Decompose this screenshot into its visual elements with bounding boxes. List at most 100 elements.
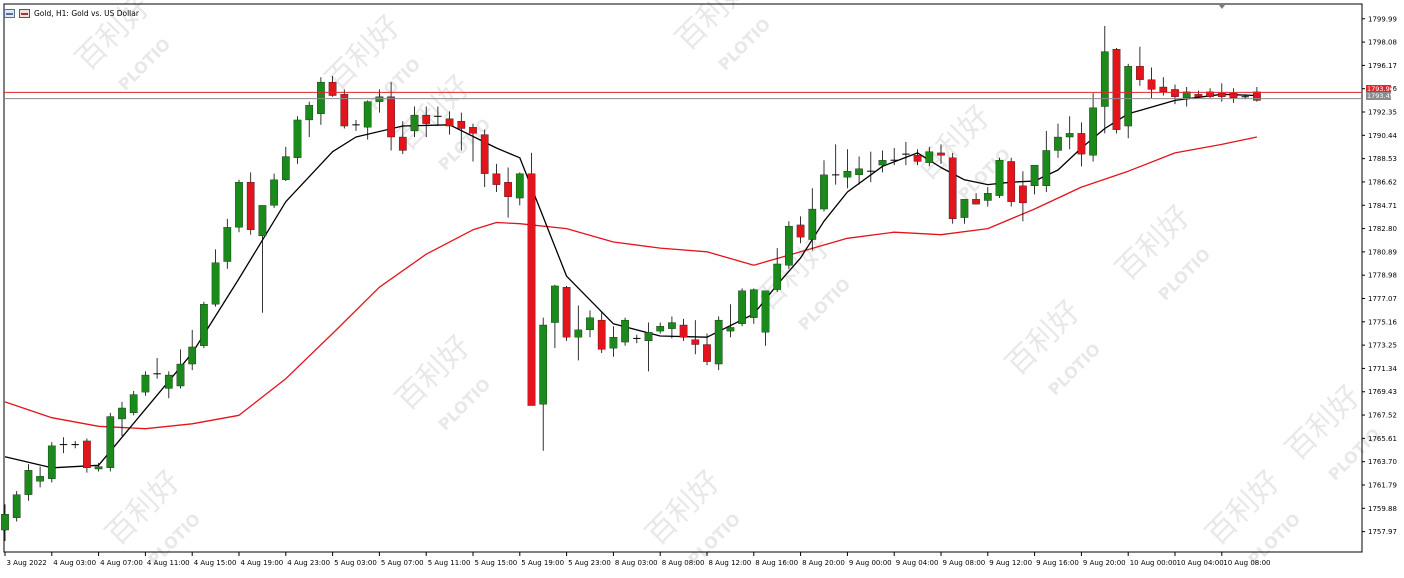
candle — [258, 205, 267, 313]
candle-body — [387, 96, 395, 138]
candle — [1147, 67, 1156, 98]
candle — [363, 100, 372, 140]
candle — [656, 322, 665, 334]
candle — [1206, 88, 1214, 98]
candle-body — [118, 407, 126, 420]
candle — [293, 116, 302, 164]
x-tick-label: 9 Aug 04:00 — [896, 559, 939, 567]
candle — [235, 179, 243, 233]
candles-layer — [1, 25, 1261, 542]
time-axis[interactable]: 3 Aug 2022 4 Aug 03:00 4 Aug 07:00 4 Aug 11… — [4, 552, 1271, 567]
candle — [937, 144, 945, 164]
candle — [469, 123, 477, 162]
candle-body — [668, 322, 676, 329]
price-axis[interactable]: 1799.991798.081796.171794.261792.351790.… — [1362, 15, 1397, 536]
candle-body — [1229, 92, 1238, 99]
chart-shift-marker — [1219, 5, 1225, 9]
candle — [633, 334, 641, 344]
candle — [761, 290, 770, 346]
y-tick-label: 1778.98 — [1368, 272, 1397, 280]
candle-body — [703, 344, 711, 362]
candle — [902, 141, 910, 166]
moving-average-fast — [4, 93, 1257, 469]
y-tick-label: 1799.99 — [1368, 15, 1397, 23]
candle — [176, 349, 185, 389]
candle-body — [773, 263, 782, 290]
x-tick-label: 8 Aug 16:00 — [755, 559, 798, 567]
candle — [1124, 63, 1133, 139]
candle — [83, 438, 91, 473]
candle — [913, 149, 922, 166]
ask-price-label: 1793.45 — [1366, 92, 1394, 100]
candle-body — [469, 127, 477, 134]
candle-body — [726, 327, 735, 332]
x-tick-label: 5 Aug 23:00 — [568, 559, 611, 567]
candle — [644, 322, 653, 372]
candle-body — [83, 440, 91, 468]
candle — [434, 106, 442, 127]
candle-body — [164, 374, 173, 389]
candle-body — [972, 199, 980, 205]
candle-body — [1159, 86, 1168, 93]
candle-body — [937, 152, 945, 156]
candle — [597, 311, 606, 354]
candle — [305, 101, 314, 138]
chart-title-bar: Gold, H1: Gold vs. US Dollar — [4, 6, 139, 20]
candle — [59, 437, 68, 454]
candle — [527, 152, 536, 406]
candle-body — [422, 114, 431, 124]
x-tick-label: 5 Aug 03:00 — [334, 559, 377, 567]
candle — [94, 462, 103, 472]
y-tick-label: 1777.07 — [1368, 295, 1397, 303]
candle — [621, 317, 629, 346]
candle — [832, 144, 840, 185]
candle-body — [1217, 92, 1226, 97]
x-tick-label: 8 Aug 08:00 — [662, 559, 705, 567]
candle — [551, 284, 559, 349]
candle-body — [1124, 66, 1133, 127]
x-tick-label: 5 Aug 07:00 — [381, 559, 424, 567]
candle — [246, 172, 255, 235]
candle — [515, 172, 524, 206]
candle-body — [574, 329, 583, 338]
x-tick-label: 8 Aug 20:00 — [802, 559, 845, 567]
candle-body — [1089, 107, 1097, 156]
candle — [340, 89, 349, 129]
candle-body — [808, 208, 817, 240]
candle-body — [445, 118, 454, 127]
candle-body — [1, 514, 9, 531]
candle — [71, 440, 79, 449]
candle-body — [1100, 51, 1109, 107]
ma-fast-line — [4, 93, 1257, 469]
candle — [1253, 86, 1261, 102]
candle-body — [36, 476, 44, 482]
x-tick-label: 9 Aug 20:00 — [1083, 559, 1126, 567]
candle — [492, 163, 501, 192]
candle — [12, 490, 21, 522]
candle — [1136, 46, 1144, 86]
chart-window-icon[interactable] — [4, 8, 15, 18]
candle-body — [235, 182, 243, 228]
x-tick-label: 8 Aug 03:00 — [615, 559, 658, 567]
chart-type-icon[interactable] — [19, 8, 30, 18]
candle — [106, 412, 115, 472]
candle-body — [305, 105, 314, 121]
x-tick-label: 8 Aug 12:00 — [709, 559, 752, 567]
candle — [843, 149, 852, 189]
ma-slow-line — [4, 136, 1258, 430]
candle — [808, 188, 817, 251]
chart-border — [3, 3, 1363, 553]
candle — [867, 151, 875, 183]
x-tick-label: 3 Aug 2022 — [7, 559, 47, 567]
candle — [983, 187, 992, 207]
x-tick-label: 5 Aug 15:00 — [475, 559, 518, 567]
candle-body — [586, 317, 594, 331]
candle — [703, 333, 711, 366]
candle — [562, 285, 571, 341]
x-tick-label: 9 Aug 12:00 — [989, 559, 1032, 567]
